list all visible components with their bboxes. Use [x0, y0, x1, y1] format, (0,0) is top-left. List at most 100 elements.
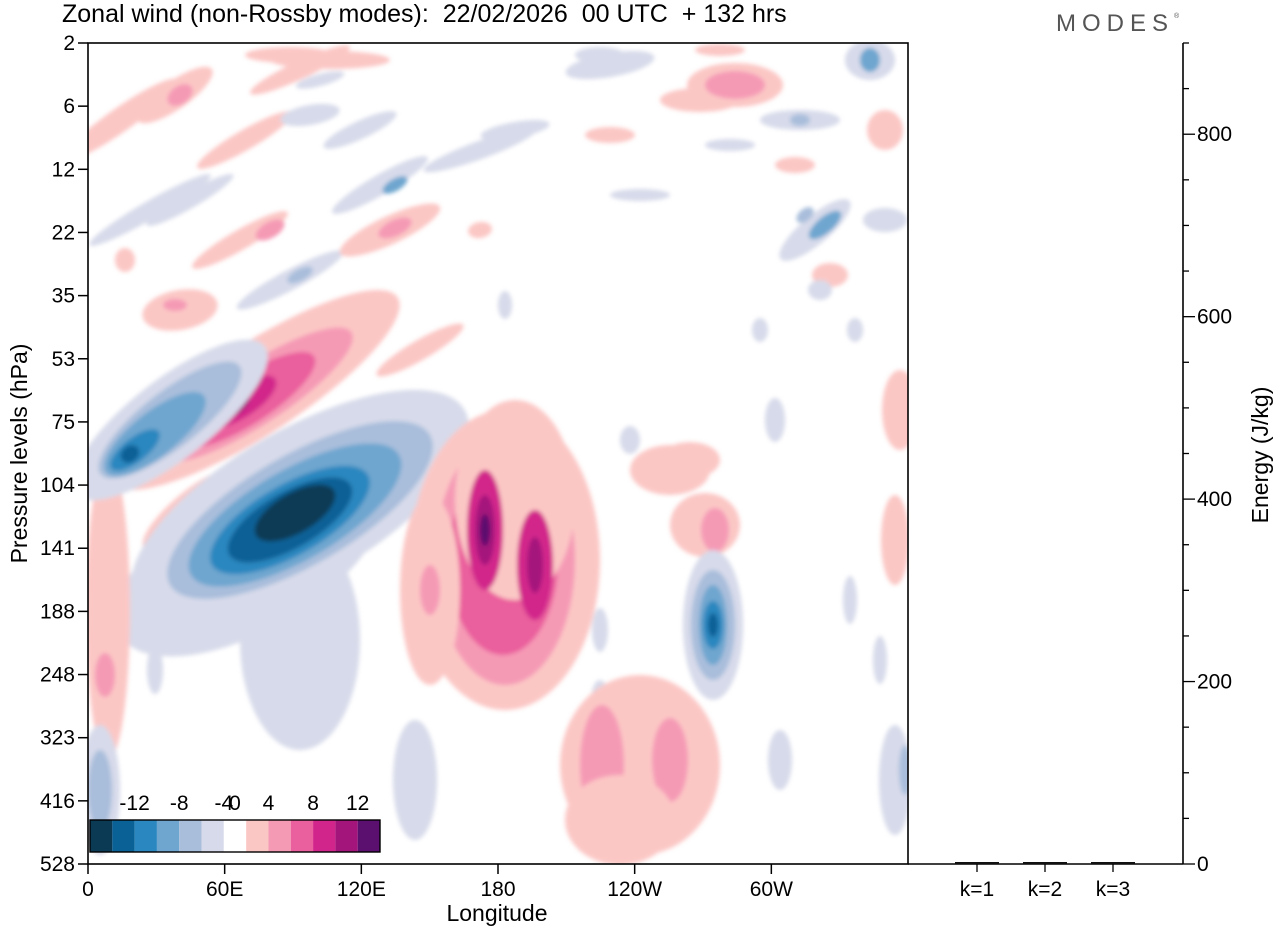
- energy-tick-label: 0: [1197, 853, 1209, 876]
- colorbar-box: [357, 820, 380, 852]
- contour-streak-49: [881, 495, 908, 585]
- y-axis-label: Pressure levels (hPa): [6, 344, 32, 564]
- contour-streak-50: [843, 576, 857, 624]
- x-tick-label: 60E: [206, 878, 243, 901]
- y-tick-label: 141: [40, 537, 75, 560]
- colorbar-label: 12: [346, 792, 369, 815]
- colorbar-box: [134, 820, 157, 852]
- contour-streak-25: [610, 189, 670, 201]
- colorbar-box: [156, 820, 180, 852]
- contour-streak-54: [701, 508, 729, 552]
- contour-streak-67: [873, 636, 887, 684]
- contour-streak-16: [378, 217, 412, 239]
- y-tick-label: 248: [40, 664, 75, 687]
- heatmap-contours: [88, 43, 908, 864]
- energy-tick-label: 400: [1197, 488, 1232, 511]
- neg-main-jet-level-5: [254, 484, 336, 542]
- energy-category-label: k=1: [960, 878, 994, 901]
- energy-tick-label: 600: [1197, 306, 1232, 329]
- contour-streak-23: [376, 323, 464, 377]
- contour-streak-61: [393, 720, 437, 840]
- contour-streak-22: [163, 299, 187, 311]
- contour-streak-9: [332, 156, 428, 214]
- contour-streak-26: [585, 127, 635, 143]
- x-tick-label: 120W: [607, 878, 662, 901]
- energy-bar-k=1: [955, 862, 999, 864]
- contour-streak-27: [705, 139, 755, 151]
- y-tick-label: 188: [40, 600, 75, 623]
- contour-streak-60: [498, 291, 512, 319]
- pos-dateline-west-level-1: [420, 565, 440, 615]
- colorbar-label: -8: [170, 792, 189, 815]
- y-tick-label: 75: [52, 411, 75, 434]
- pos-left-band-level-0: [88, 460, 130, 760]
- contour-streak-7: [89, 174, 211, 246]
- y-tick-label: 35: [52, 285, 75, 308]
- energy-bar-k=3: [1091, 862, 1135, 864]
- heatmap-field: [88, 43, 908, 864]
- contour-streak-58: [115, 248, 135, 272]
- y-tick-label: 53: [52, 348, 75, 371]
- y-tick-label: 12: [52, 158, 75, 181]
- colorbar-box: [268, 820, 291, 852]
- energy-category-label: k=3: [1096, 878, 1130, 901]
- colorbar-box: [290, 820, 314, 852]
- y-tick-label: 2: [63, 32, 75, 55]
- contour-streak-18: [323, 111, 397, 149]
- pos-dateline-core-b-level-1: [527, 537, 543, 593]
- colorbar-box: [246, 820, 269, 852]
- contour-streak-39: [863, 208, 907, 232]
- contour-streak-20: [295, 71, 345, 89]
- contour-streak-66: [899, 745, 908, 795]
- y-tick-label: 6: [63, 95, 75, 118]
- contour-streak-52: [660, 442, 720, 478]
- contour-streak-42: [867, 110, 903, 150]
- energy-category-label: k=2: [1028, 878, 1062, 901]
- x-axis-label: Longitude: [446, 900, 547, 926]
- colorbar-box: [335, 820, 358, 852]
- contour-streak-12: [255, 219, 285, 241]
- contour-streak-35: [790, 114, 810, 126]
- contour-streak-19: [280, 103, 340, 127]
- colorbar-label: -12: [119, 792, 149, 815]
- colorbar-box: [223, 820, 247, 852]
- colorbar-label: -4: [215, 792, 234, 815]
- contour-streak-47: [765, 398, 785, 442]
- contour-streak-43: [775, 157, 815, 173]
- energy-axis-label: Energy (J/kg): [1247, 387, 1273, 524]
- contour-streak-41: [860, 48, 880, 72]
- brand-registered-mark: ®: [1174, 13, 1180, 20]
- contour-streak-32: [565, 50, 655, 80]
- contour-streak-24: [480, 120, 550, 140]
- contour-streak-33: [575, 47, 625, 63]
- colorbar-label: 8: [307, 792, 319, 815]
- y-tick-label: 416: [40, 790, 75, 813]
- contour-streak-37: [808, 210, 842, 240]
- contour-streak-6: [245, 47, 335, 63]
- contour-streak-30: [705, 71, 765, 99]
- colorbar-box: [112, 820, 135, 852]
- x-tick-label: 180: [480, 878, 515, 901]
- chart-title: Zonal wind (non-Rossby modes): 22/02/202…: [62, 0, 787, 28]
- y-tick-label: 528: [40, 853, 75, 876]
- pos-lower-region-level-2: [652, 718, 688, 802]
- contour-streak-2: [167, 84, 193, 106]
- energy-tick-label: 800: [1197, 123, 1232, 146]
- energy-bar-k=2: [1023, 862, 1067, 864]
- contour-streak-46: [847, 318, 863, 342]
- colorbar-box: [201, 820, 224, 852]
- contour-streak-8: [146, 174, 234, 226]
- colorbar-box: [90, 820, 113, 852]
- y-tick-label: 104: [40, 474, 75, 497]
- contour-streak-45: [752, 318, 768, 342]
- contour-streak-55: [620, 426, 640, 454]
- colorbar-label: 0: [229, 792, 241, 815]
- colorbar-frame: [89, 819, 381, 853]
- contour-streak-31: [695, 44, 745, 56]
- contour-streak-63: [147, 646, 163, 694]
- neg-bottom-left-level-1: [88, 750, 112, 830]
- pos-dateline-core-a-level-2: [480, 514, 490, 546]
- colorbar-box: [179, 820, 202, 852]
- x-tick-label: 60W: [750, 878, 793, 901]
